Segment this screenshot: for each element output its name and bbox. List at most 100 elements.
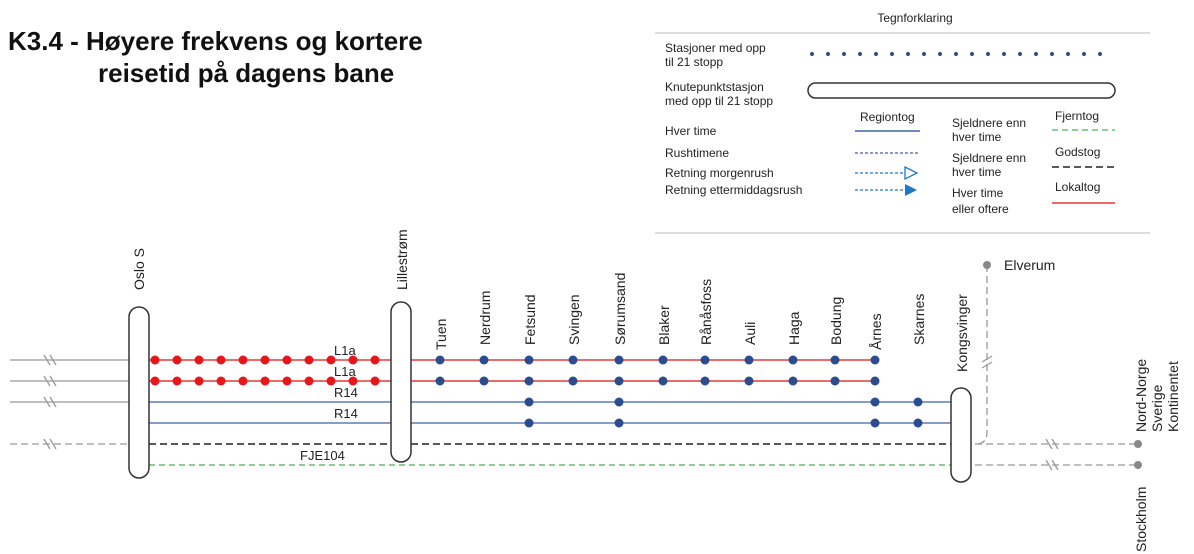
stop-dot bbox=[658, 355, 668, 365]
stop-dot bbox=[913, 418, 923, 428]
legend-label: Godstog bbox=[1055, 145, 1100, 159]
legend-station-dots bbox=[810, 52, 1102, 56]
stop-dot bbox=[614, 418, 624, 428]
legend-dot bbox=[1002, 52, 1006, 56]
station-label: Blaker bbox=[656, 305, 672, 345]
destination-label: Kontinentet bbox=[1165, 361, 1181, 432]
legend-dot bbox=[906, 52, 910, 56]
station-label: Skarnes bbox=[911, 294, 927, 345]
station-label: Kongsvinger bbox=[954, 294, 970, 372]
legend-title: Tegnforklaring bbox=[877, 11, 952, 25]
legend: Tegnforklaring Stasjoner med opp til 21 … bbox=[655, 11, 1150, 234]
legend-arrow bbox=[905, 184, 917, 196]
stop-dot bbox=[744, 355, 754, 365]
station-label: Rånåsfoss bbox=[698, 279, 714, 345]
station-label: Lillestrøm bbox=[394, 229, 410, 290]
legend-label: hver time bbox=[952, 130, 1002, 144]
station-label: Haga bbox=[786, 311, 802, 345]
legend-dot bbox=[842, 52, 846, 56]
title-line: K3.4 - Høyere frekvens og kortere bbox=[8, 26, 423, 56]
line-label: L1a bbox=[334, 364, 356, 379]
legend-label: Regiontog bbox=[860, 110, 915, 124]
stop-dot bbox=[348, 376, 358, 386]
stop-dot bbox=[150, 355, 160, 365]
stops bbox=[150, 355, 923, 428]
service-lines bbox=[149, 359, 951, 466]
legend-label: med opp til 21 stopp bbox=[665, 94, 773, 108]
approach-lines bbox=[10, 265, 1138, 471]
stop-dot bbox=[348, 355, 358, 365]
stop-dot bbox=[913, 397, 923, 407]
stop-dot bbox=[788, 355, 798, 365]
line-label: FJE104 bbox=[300, 448, 345, 463]
legend-label: Retning ettermiddagsrush bbox=[665, 183, 802, 197]
legend-dot bbox=[890, 52, 894, 56]
legend-dot bbox=[986, 52, 990, 56]
stop-dot bbox=[194, 355, 204, 365]
station-label: Sørumsand bbox=[612, 273, 628, 345]
stop-dot bbox=[614, 397, 624, 407]
legend-label: Retning morgenrush bbox=[665, 166, 774, 180]
stop-dot bbox=[435, 355, 445, 365]
legend-label: til 21 stopp bbox=[665, 55, 723, 69]
legend-label: Fjerntog bbox=[1055, 109, 1099, 123]
stop-dot bbox=[524, 355, 534, 365]
stop-dot bbox=[614, 355, 624, 365]
stop-dot bbox=[700, 376, 710, 386]
stop-dot bbox=[524, 418, 534, 428]
stop-dot bbox=[326, 355, 336, 365]
stop-dot bbox=[524, 397, 534, 407]
stop-dot bbox=[568, 355, 578, 365]
legend-label: Hver time bbox=[952, 186, 1004, 200]
hub-station bbox=[390, 301, 412, 463]
title-line: reisetid på dagens bane bbox=[98, 58, 394, 88]
legend-dot bbox=[1050, 52, 1054, 56]
line-label: L1a bbox=[334, 343, 356, 358]
legend-label: Sjeldnere enn bbox=[952, 151, 1026, 165]
stop-dot bbox=[568, 376, 578, 386]
legend-dot bbox=[874, 52, 878, 56]
station-label: Svingen bbox=[566, 294, 582, 345]
destination-label: Nord-Norge bbox=[1133, 359, 1149, 432]
legend-dot bbox=[1034, 52, 1038, 56]
station-label: Oslo S bbox=[131, 248, 147, 290]
hub-station bbox=[128, 306, 150, 479]
destination-label: Stockholm bbox=[1133, 487, 1149, 552]
hub-station bbox=[950, 387, 972, 483]
legend-dot bbox=[858, 52, 862, 56]
station-label: Bodung bbox=[828, 297, 844, 345]
stop-dot bbox=[524, 376, 534, 386]
stop-dot bbox=[216, 355, 226, 365]
stop-dot bbox=[194, 376, 204, 386]
destination-label: Elverum bbox=[1004, 257, 1055, 273]
stop-dot bbox=[304, 355, 314, 365]
legend-label: hver time bbox=[952, 165, 1002, 179]
stop-dot bbox=[479, 376, 489, 386]
legend-dot bbox=[938, 52, 942, 56]
stop-dot bbox=[260, 376, 270, 386]
stop-dot bbox=[870, 397, 880, 407]
legend-label: Sjeldnere enn bbox=[952, 116, 1026, 130]
stop-dot bbox=[282, 376, 292, 386]
legend-hub-symbol bbox=[807, 82, 1116, 99]
stop-dot bbox=[326, 376, 336, 386]
stop-dot bbox=[479, 355, 489, 365]
stop-dot bbox=[282, 355, 292, 365]
stop-dot bbox=[614, 376, 624, 386]
legend-label: Knutepunktstasjon bbox=[665, 80, 764, 94]
legend-dot bbox=[970, 52, 974, 56]
stop-dot bbox=[172, 355, 182, 365]
stop-dot bbox=[700, 355, 710, 365]
terminus-dot bbox=[983, 261, 991, 269]
legend-label: Rushtimene bbox=[665, 146, 729, 160]
stop-dot bbox=[370, 376, 380, 386]
station-label: Fetsund bbox=[522, 294, 538, 345]
legend-dot bbox=[922, 52, 926, 56]
stop-dot bbox=[435, 376, 445, 386]
legend-dot bbox=[1018, 52, 1022, 56]
legend-dot bbox=[810, 52, 814, 56]
station-label: Auli bbox=[742, 322, 758, 345]
legend-arrow bbox=[904, 165, 919, 181]
